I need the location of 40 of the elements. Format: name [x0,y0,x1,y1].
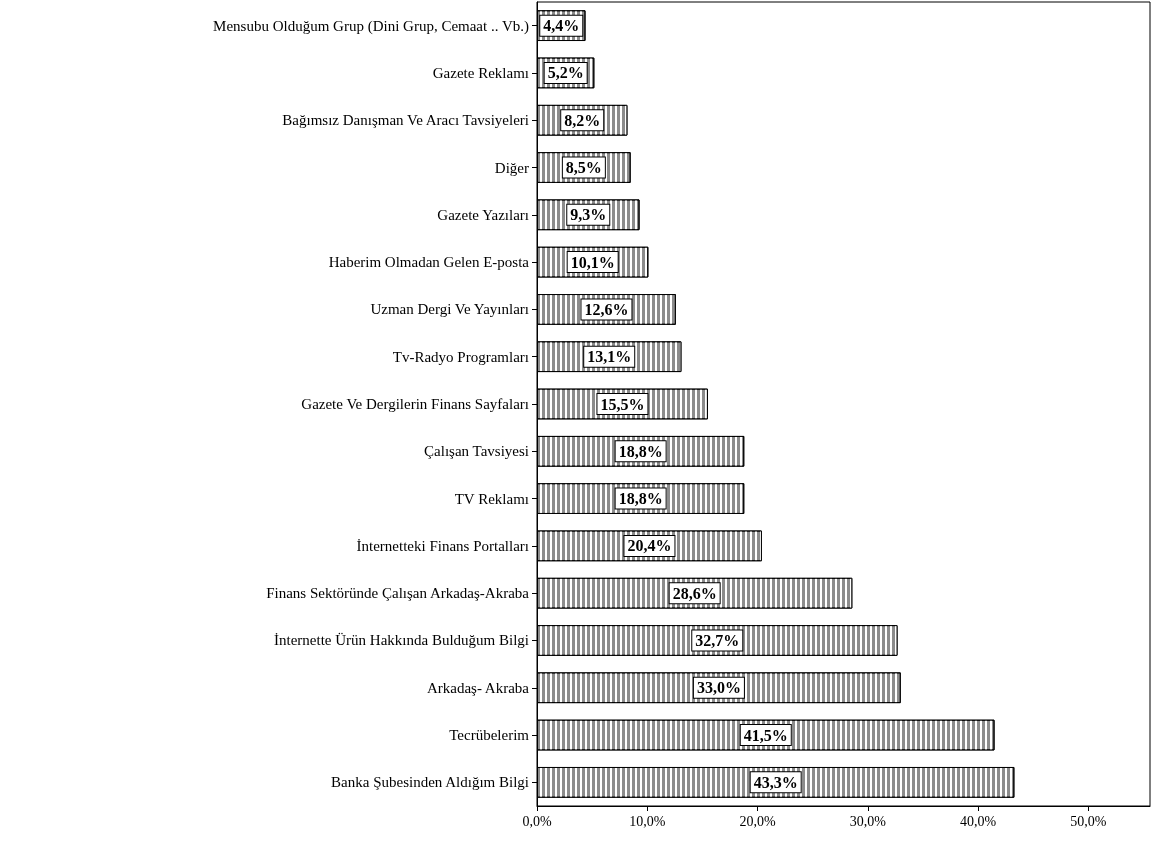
data-label: 8,5% [565,159,602,177]
y-tick-label: Haberim Olmadan Gelen E-posta [328,254,530,271]
data-label: 33,0% [696,679,741,697]
data-label: 41,5% [743,726,788,744]
data-label: 43,3% [753,773,798,791]
x-tick-label: 40,0% [959,813,997,829]
y-tick-label: Uzman Dergi Ve Yayınları [370,301,529,318]
data-label: 13,1% [587,348,632,366]
data-label: 20,4% [627,537,672,555]
y-tick-label: Gazete Reklamı [432,64,529,81]
y-tick-label: Gazete Yazıları [437,206,529,223]
x-tick-label: 30,0% [849,813,887,829]
data-label: 4,4% [543,17,580,35]
data-label: 9,3% [570,206,607,224]
y-tick-label: TV Reklamı [454,490,529,507]
y-tick-label: Gazete Ve Dergilerin Finans Sayfaları [301,396,529,412]
x-tick-label: 0,0% [522,813,552,829]
data-label: 8,2% [564,111,601,129]
y-tick-label: Tv-Radyo Programları [392,348,529,365]
data-label: 18,8% [618,490,663,508]
y-tick-label: İnternette Ürün Hakkında Bulduğum Bilgi [274,632,529,649]
data-label: 10,1% [570,253,615,271]
data-label: 32,7% [695,631,740,649]
y-tick-label: Diğer [494,159,529,176]
y-tick-label: Banka Şubesinden Aldığım Bilgi [331,774,529,791]
y-tick-label: İnternetteki Finans Portalları [356,537,529,554]
x-tick-label: 10,0% [629,813,666,829]
y-tick-label: Çalışan Tavsiyesi [424,443,529,460]
y-tick-label: Tecrübelerim [449,727,530,744]
data-label: 12,6% [584,300,629,318]
data-label: 28,6% [672,584,717,602]
data-label: 5,2% [547,64,584,82]
y-tick-label: Finans Sektöründe Çalışan Arkadaş-Akraba [266,585,530,602]
y-tick-label: Mensubu Olduğum Grup (Dini Grup, Cemaat .. Vb.) [213,17,529,35]
y-tick-label: Arkadaş- Akraba [426,679,530,696]
data-label: 15,5% [600,395,645,413]
x-tick-label: 20,0% [739,813,776,829]
y-tick-label: Bağımsız Danışman Ve Aracı Tavsiyeleri [282,112,529,129]
data-label: 18,8% [618,442,663,460]
x-tick-label: 50,0% [1070,813,1107,829]
